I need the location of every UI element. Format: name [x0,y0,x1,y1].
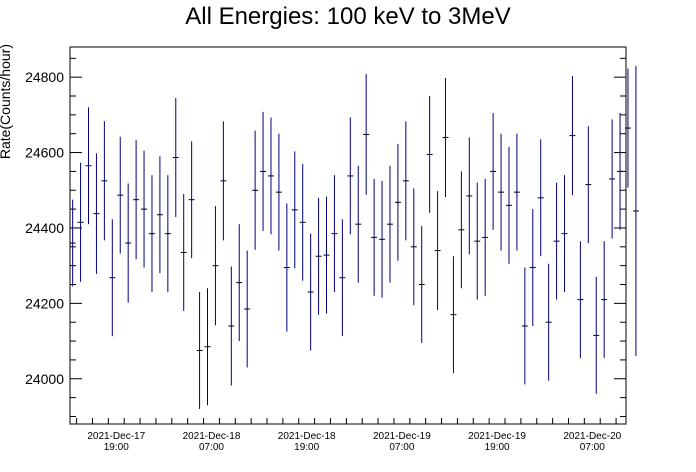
data-point [521,267,528,385]
data-point [355,165,362,283]
data-point [188,141,195,259]
data-point [244,250,251,368]
x-tick-label: 2021-Dec-19 [468,431,526,442]
data-point [125,183,132,303]
x-tick-label: 2021-Dec-17 [87,431,145,442]
x-tick-label-time: 07:00 [199,442,224,453]
data-point [291,151,298,269]
data-point [402,121,409,241]
data-point [180,194,187,311]
y-tick-label: 24000 [25,371,64,387]
plot-frame [69,46,627,425]
data-point [212,206,219,326]
data-point [323,196,330,314]
data-point [156,156,163,274]
data-point [426,96,433,213]
data-point [77,162,84,282]
data-point [331,175,338,293]
chart-title: All Energies: 100 keV to 3MeV [185,3,511,30]
data-point [577,241,584,359]
data-point [149,175,155,293]
data-point [164,175,171,293]
data-point [474,182,481,300]
data-point [117,136,124,254]
data-point [418,226,425,343]
y-tick-label: 24200 [25,295,64,311]
data-point [133,140,140,260]
data-point [561,175,568,293]
data-point [379,180,386,298]
data-point [529,209,536,326]
data-point [394,143,401,261]
data-point [109,219,116,337]
data-point [236,224,243,342]
y-axis: 24000 24200 24400 24600 24800 [25,57,626,417]
data-point [307,233,314,351]
y-tick-label: 24400 [25,220,64,236]
data-point [172,97,179,218]
x-tick-label-time: 19:00 [294,442,319,453]
data-point [617,112,624,230]
data-point [69,199,76,287]
data-point [537,139,544,257]
y-tick-label: 24800 [25,69,64,85]
x-tick-label: 2021-Dec-20 [563,431,621,442]
data-point [220,121,227,241]
data-point [101,121,108,241]
data-point [513,133,520,251]
x-tick-label-time: 07:00 [580,442,605,453]
data-point [141,150,148,268]
x-tick-label-time: 19:00 [104,442,129,453]
data-point [506,146,512,264]
data-point [371,178,378,296]
data-point [553,182,560,300]
data-point [339,219,346,337]
data-point [593,276,600,394]
data-point [601,241,608,359]
data-point [410,188,417,306]
data-point [299,163,306,281]
data-point [315,197,322,315]
data-point [585,126,592,244]
x-axis: 2021-Dec-1719:002021-Dec-1807:002021-Dec… [76,418,622,453]
x-tick-label: 2021-Dec-18 [183,431,241,442]
data-point [442,77,449,198]
data-point [545,263,552,381]
data-point [569,76,576,196]
y-axis-label: Rate(Counts/hour) [0,44,13,159]
x-tick-label: 2021-Dec-18 [278,431,336,442]
data-point [458,171,465,289]
data-point [466,137,473,255]
data-point [482,178,489,296]
data-point [93,153,100,274]
data-point [609,119,616,239]
data-series [69,65,639,409]
data-point [387,165,393,283]
data-point [204,288,211,406]
data-point [632,65,639,357]
data-point [347,117,354,235]
data-point [625,68,631,188]
data-point [275,133,282,251]
y-tick-label: 24600 [25,145,64,161]
data-point [498,133,505,251]
data-point [283,203,290,332]
data-point [252,130,259,250]
data-point [196,292,203,409]
x-tick-label-time: 19:00 [485,442,510,453]
data-point [85,107,92,225]
data-point [490,112,497,230]
data-point [450,256,457,374]
data-point [228,266,235,386]
data-point [260,111,267,231]
data-point [434,191,441,311]
data-point [268,117,274,235]
x-tick-label: 2021-Dec-19 [373,431,431,442]
data-point [363,74,370,195]
x-tick-label-time: 07:00 [389,442,414,453]
